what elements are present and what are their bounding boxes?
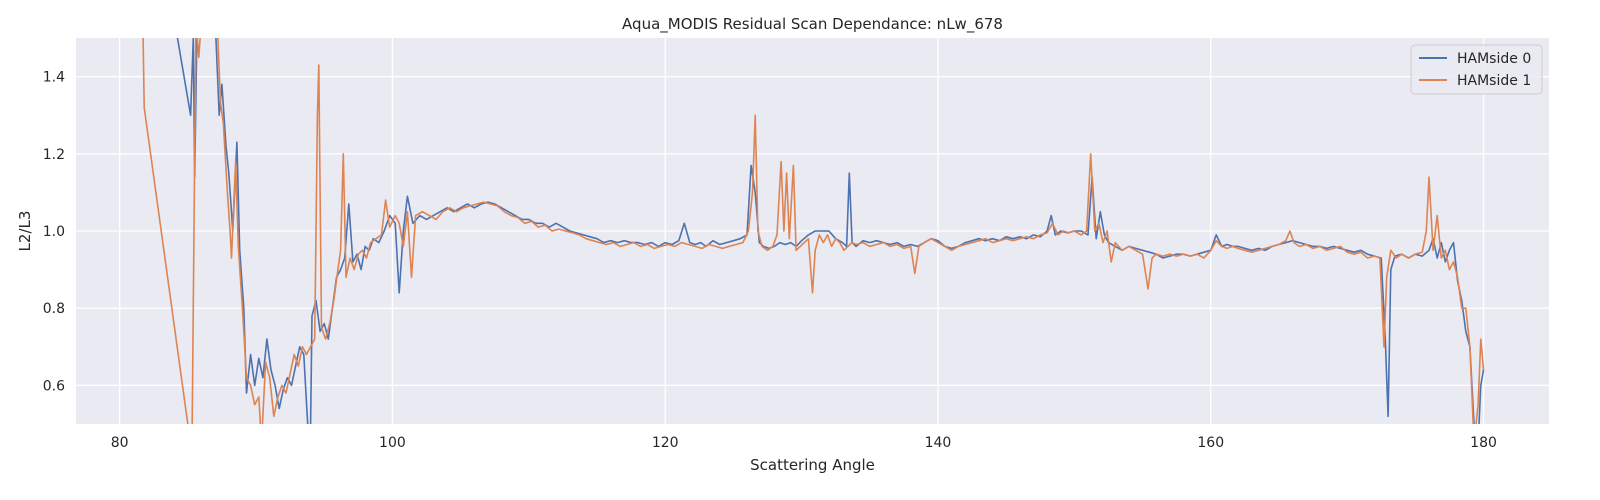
legend: HAMside 0 HAMside 1 (1410, 44, 1543, 95)
y-tick-label: 0.8 (43, 301, 65, 317)
tick-labels: 80 100 120 140 160 180 0.6 0.8 1.0 1.2 1.4 (43, 70, 1497, 451)
x-tick-label: 120 (652, 435, 679, 451)
legend-label-hamside-0: HAMside 0 (1457, 51, 1531, 67)
x-axis-label: Scattering Angle (750, 456, 875, 474)
x-tick-label: 180 (1470, 435, 1497, 451)
series-group (142, 38, 1485, 424)
y-tick-label: 1.0 (43, 224, 65, 240)
y-tick-label: 1.4 (43, 70, 65, 86)
y-tick-label: 0.6 (43, 378, 65, 394)
chart-title: Aqua_MODIS Residual Scan Dependance: nLw… (622, 15, 1003, 34)
legend-label-hamside-1: HAMside 1 (1457, 73, 1531, 89)
x-tick-label: 100 (379, 435, 406, 451)
x-tick-label: 140 (925, 435, 952, 451)
series-line-hamside-1 (142, 38, 1485, 424)
y-axis-label: L2/L3 (16, 211, 34, 252)
y-tick-label: 1.2 (43, 147, 65, 163)
x-tick-label: 160 (1197, 435, 1224, 451)
x-tick-label: 80 (111, 435, 129, 451)
